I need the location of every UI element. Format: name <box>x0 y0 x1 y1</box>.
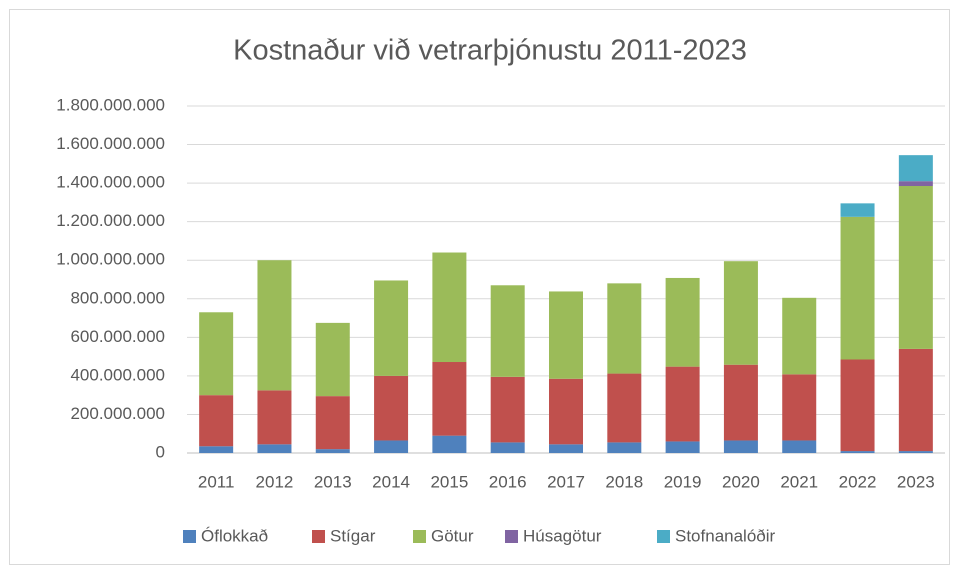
bar-segment <box>723 261 758 365</box>
x-tick-label: 2017 <box>547 472 585 491</box>
bar-segment <box>607 283 642 374</box>
y-tick-label: 0 <box>156 442 165 461</box>
legend-label: Húsagötur <box>523 526 602 545</box>
bar-segment <box>665 366 700 442</box>
legend-swatch <box>183 530 196 543</box>
y-tick-label: 1.600.000.000 <box>56 134 165 153</box>
y-tick-label: 1.400.000.000 <box>56 173 165 192</box>
bar-segment <box>665 277 700 367</box>
bar-segment <box>432 252 467 363</box>
bar-segment <box>898 186 933 349</box>
bar-segment <box>199 446 234 453</box>
bar-segment <box>607 373 642 443</box>
legend-swatch <box>657 530 670 543</box>
y-tick-label: 1.800.000.000 <box>56 95 165 114</box>
bar-segment <box>315 396 350 450</box>
x-tick-label: 2023 <box>897 472 935 491</box>
x-tick-label: 2013 <box>314 472 352 491</box>
x-tick-label: 2015 <box>430 472 468 491</box>
bar-segment <box>723 364 758 441</box>
bar-segment <box>782 374 817 441</box>
bar-segment <box>665 441 700 453</box>
bar-segment <box>723 440 758 453</box>
x-tick-label: 2022 <box>839 472 877 491</box>
y-tick-label: 1.200.000.000 <box>56 211 165 230</box>
bar-segment <box>840 451 875 453</box>
bar-segment <box>898 451 933 453</box>
x-tick-label: 2021 <box>780 472 818 491</box>
bar-segment <box>898 181 933 187</box>
bar-segment <box>490 442 525 453</box>
bar-segment <box>898 348 933 452</box>
bar-segment <box>257 390 292 445</box>
legend-label: Óflokkað <box>201 526 268 545</box>
bar-segment <box>490 376 525 443</box>
bar-segment <box>782 440 817 453</box>
legend-label: Götur <box>431 526 474 545</box>
bar-segment <box>549 291 583 379</box>
bar-segment <box>432 435 467 453</box>
bar-segment <box>898 155 933 182</box>
bar-segment <box>840 216 875 360</box>
bar-segment <box>374 375 409 441</box>
bar-segment <box>315 449 350 453</box>
bar-segment <box>607 442 642 453</box>
y-tick-label: 1.000.000.000 <box>56 250 165 269</box>
x-tick-label: 2014 <box>372 472 410 491</box>
bar-segment <box>199 312 234 396</box>
x-tick-label: 2011 <box>198 472 235 491</box>
legend-swatch <box>505 530 518 543</box>
y-tick-label: 800.000.000 <box>70 288 165 307</box>
bar-segment <box>257 260 292 391</box>
y-tick-label: 200.000.000 <box>70 404 165 423</box>
bar-segment <box>199 395 234 447</box>
y-tick-label: 600.000.000 <box>70 327 165 346</box>
bar-segment <box>315 322 350 397</box>
legend-label: Stígar <box>330 526 376 545</box>
x-tick-label: 2018 <box>605 472 643 491</box>
x-tick-label: 2019 <box>664 472 702 491</box>
x-tick-label: 2016 <box>489 472 527 491</box>
bar-segment <box>432 362 467 436</box>
chart-title: Kostnaður við vetrarþjónustu 2011-2023 <box>233 35 747 67</box>
bar-segment <box>782 297 817 375</box>
bar-segment <box>490 285 525 377</box>
bar-segment <box>549 444 583 453</box>
bar-segment <box>374 280 409 376</box>
x-tick-label: 2012 <box>256 472 294 491</box>
legend-swatch <box>312 530 325 543</box>
bar-segment <box>840 203 875 217</box>
bar-segment <box>549 378 583 445</box>
legend-swatch <box>413 530 426 543</box>
bar-segment <box>257 444 292 453</box>
y-tick-label: 400.000.000 <box>70 365 165 384</box>
x-tick-label: 2020 <box>722 472 760 491</box>
legend-label: Stofnanalóðir <box>675 526 776 545</box>
bar-segment <box>840 359 875 452</box>
chart-border <box>9 9 950 565</box>
bar-segment <box>374 440 409 453</box>
